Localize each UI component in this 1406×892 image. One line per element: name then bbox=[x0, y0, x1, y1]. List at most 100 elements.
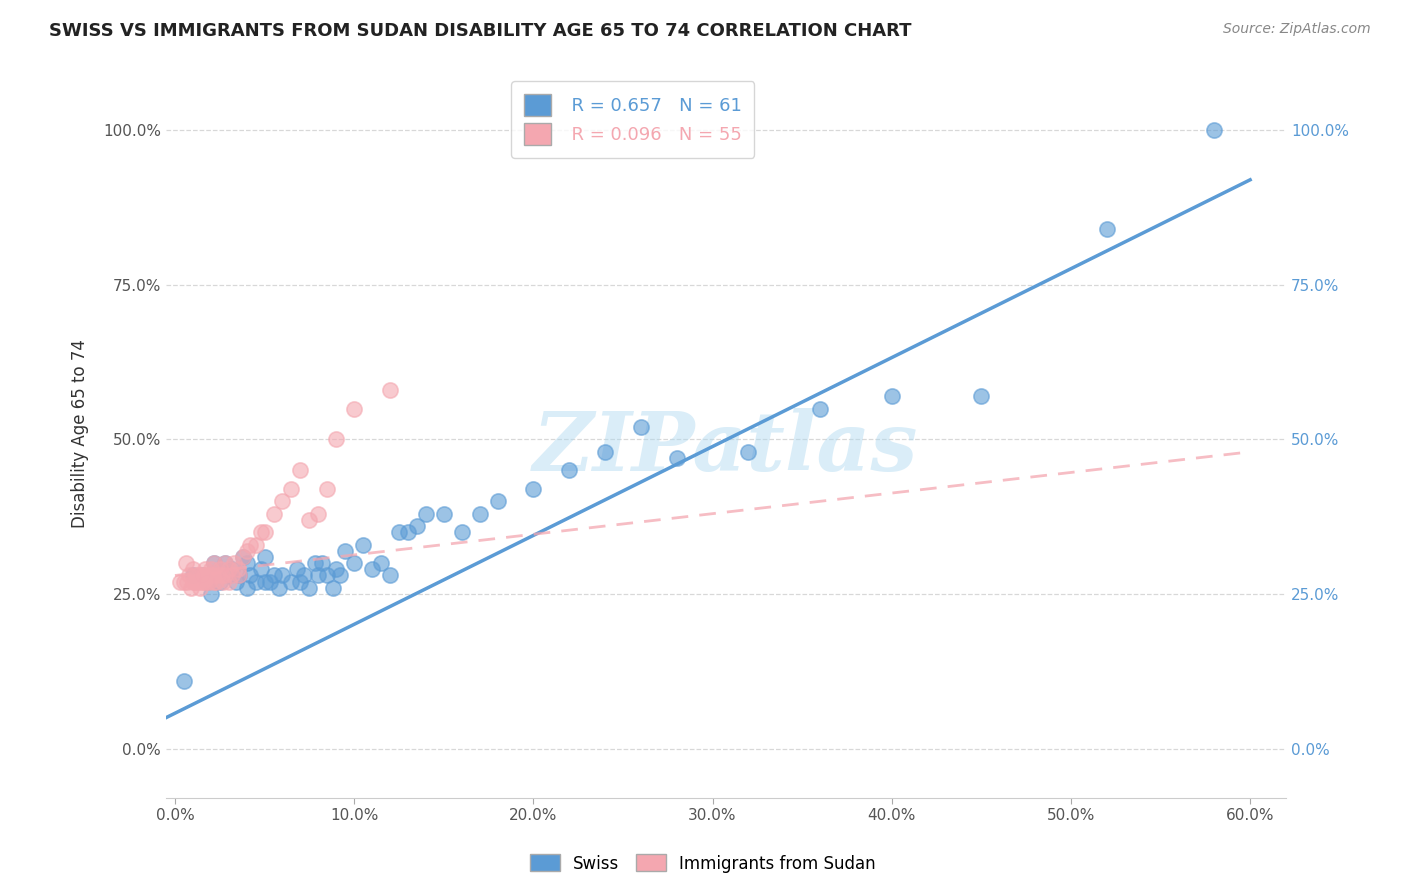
Point bbox=[195, 574, 218, 589]
Point bbox=[271, 494, 294, 508]
Point bbox=[228, 568, 250, 582]
Point bbox=[181, 574, 204, 589]
Point bbox=[335, 543, 357, 558]
Point bbox=[378, 383, 401, 397]
Point bbox=[235, 556, 257, 570]
Point bbox=[325, 433, 347, 447]
Point bbox=[325, 562, 347, 576]
Point bbox=[267, 581, 290, 595]
Point bbox=[378, 568, 401, 582]
Point bbox=[195, 574, 218, 589]
Point bbox=[290, 463, 312, 477]
Point bbox=[307, 568, 329, 582]
Point bbox=[880, 389, 903, 403]
Point bbox=[433, 507, 456, 521]
Point bbox=[388, 525, 411, 540]
Point bbox=[188, 581, 211, 595]
Point bbox=[179, 568, 201, 582]
Point bbox=[202, 574, 225, 589]
Point bbox=[329, 568, 352, 582]
Point bbox=[737, 445, 759, 459]
Point bbox=[311, 556, 333, 570]
Text: SWISS VS IMMIGRANTS FROM SUDAN DISABILITY AGE 65 TO 74 CORRELATION CHART: SWISS VS IMMIGRANTS FROM SUDAN DISABILIT… bbox=[49, 22, 911, 40]
Point bbox=[239, 568, 262, 582]
Point bbox=[187, 574, 209, 589]
Point bbox=[290, 574, 312, 589]
Point bbox=[200, 568, 222, 582]
Point bbox=[191, 568, 214, 582]
Point bbox=[253, 549, 276, 564]
Point bbox=[280, 482, 302, 496]
Point bbox=[207, 568, 229, 582]
Point bbox=[298, 513, 321, 527]
Point bbox=[396, 525, 419, 540]
Point bbox=[214, 556, 236, 570]
Point bbox=[263, 507, 285, 521]
Point bbox=[468, 507, 491, 521]
Point bbox=[235, 543, 257, 558]
Point bbox=[214, 568, 236, 582]
Point bbox=[208, 574, 231, 589]
Point bbox=[271, 568, 294, 582]
Point bbox=[208, 562, 231, 576]
Point bbox=[593, 445, 616, 459]
Point bbox=[228, 568, 250, 582]
Point bbox=[361, 562, 384, 576]
Point bbox=[200, 562, 222, 576]
Point bbox=[194, 562, 217, 576]
Point bbox=[250, 525, 273, 540]
Point bbox=[226, 562, 249, 576]
Point bbox=[1204, 123, 1226, 137]
Point bbox=[221, 568, 243, 582]
Point bbox=[370, 556, 392, 570]
Point bbox=[486, 494, 509, 508]
Point bbox=[292, 568, 315, 582]
Point bbox=[285, 562, 308, 576]
Point bbox=[211, 568, 233, 582]
Point bbox=[205, 574, 228, 589]
Point bbox=[191, 568, 214, 582]
Point bbox=[298, 581, 321, 595]
Point bbox=[232, 549, 254, 564]
Point bbox=[193, 574, 215, 589]
Point bbox=[232, 549, 254, 564]
Point bbox=[214, 556, 236, 570]
Point bbox=[343, 556, 366, 570]
Point bbox=[415, 507, 437, 521]
Point bbox=[405, 519, 427, 533]
Point bbox=[200, 587, 222, 601]
Point bbox=[202, 556, 225, 570]
Point bbox=[322, 581, 344, 595]
Point bbox=[225, 574, 247, 589]
Point bbox=[343, 401, 366, 416]
Point bbox=[180, 581, 202, 595]
Point bbox=[218, 574, 240, 589]
Point bbox=[280, 574, 302, 589]
Point bbox=[450, 525, 472, 540]
Point bbox=[221, 562, 243, 576]
Point bbox=[198, 574, 221, 589]
Point bbox=[186, 568, 208, 582]
Legend:   R = 0.657   N = 61,   R = 0.096   N = 55: R = 0.657 N = 61, R = 0.096 N = 55 bbox=[510, 81, 754, 158]
Text: Source: ZipAtlas.com: Source: ZipAtlas.com bbox=[1223, 22, 1371, 37]
Point bbox=[222, 556, 245, 570]
Point bbox=[201, 568, 224, 582]
Point bbox=[245, 574, 267, 589]
Point bbox=[218, 562, 240, 576]
Point bbox=[316, 482, 339, 496]
Point bbox=[176, 574, 198, 589]
Point bbox=[187, 568, 209, 582]
Point bbox=[181, 568, 204, 582]
Point bbox=[352, 538, 374, 552]
Point bbox=[259, 574, 281, 589]
Point bbox=[193, 568, 215, 582]
Point bbox=[181, 562, 204, 576]
Point bbox=[183, 574, 205, 589]
Point bbox=[174, 556, 197, 570]
Point bbox=[1095, 222, 1118, 236]
Point bbox=[212, 574, 235, 589]
Point bbox=[250, 562, 273, 576]
Y-axis label: Disability Age 65 to 74: Disability Age 65 to 74 bbox=[72, 339, 89, 528]
Point bbox=[630, 420, 652, 434]
Point bbox=[316, 568, 339, 582]
